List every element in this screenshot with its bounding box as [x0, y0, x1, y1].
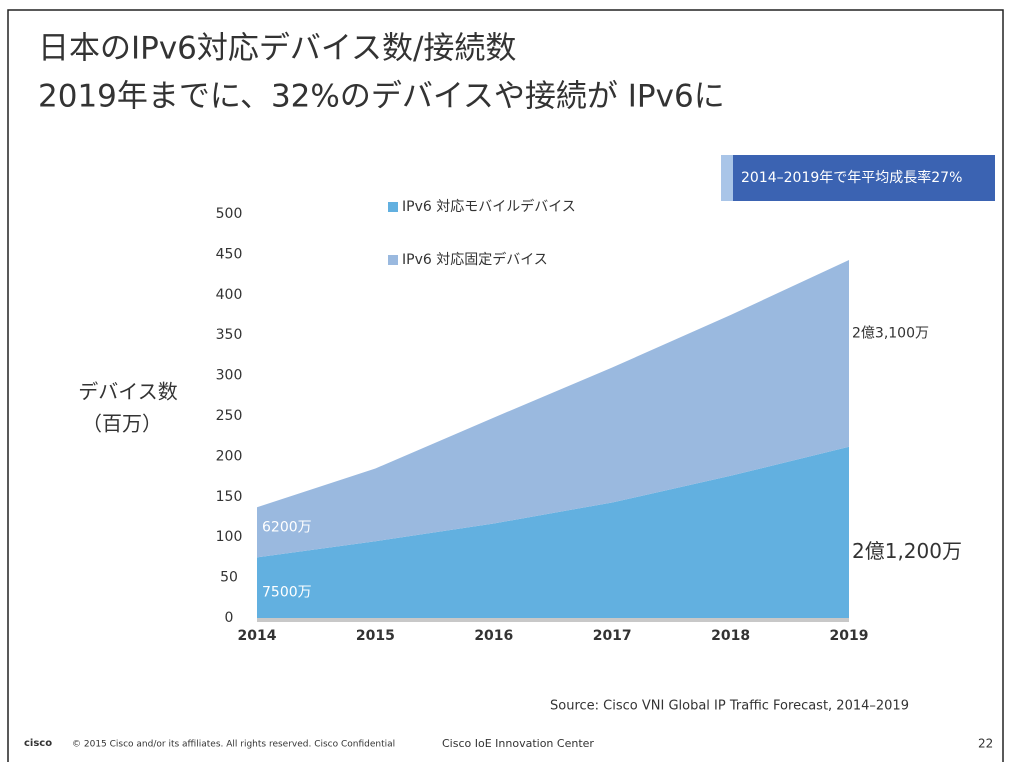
- legend-label: IPv6 対応固定デバイス: [402, 251, 548, 268]
- y-tick-label: 150: [216, 489, 243, 505]
- area: [257, 446, 849, 618]
- x-tick-label: 2014: [238, 628, 277, 644]
- x-tick-label: 2017: [593, 628, 632, 644]
- value-label: 7500万: [262, 585, 312, 601]
- y-tick-label: 200: [216, 448, 243, 464]
- cisco-logo: cisco: [24, 738, 52, 749]
- y-tick-label: 300: [216, 368, 243, 384]
- page-number: 22: [978, 737, 993, 751]
- legend-label: IPv6 対応モバイルデバイス: [402, 198, 576, 215]
- y-tick-label: 500: [216, 206, 243, 222]
- y-axis-label: （百万）: [82, 412, 162, 436]
- value-label: 2億1,200万: [852, 539, 962, 563]
- callout-box: [733, 155, 995, 201]
- x-tick-label: 2015: [356, 628, 395, 644]
- y-tick-label: 50: [220, 570, 238, 586]
- callout-text: 2014–2019年で年平均成長率27%: [741, 169, 962, 186]
- callout-strip: [721, 155, 733, 201]
- x-tick-label: 2018: [711, 628, 750, 644]
- y-tick-label: 400: [216, 287, 243, 303]
- x-axis: [257, 618, 849, 622]
- y-tick-label: 450: [216, 246, 243, 262]
- value-label: 6200万: [262, 519, 312, 535]
- footer-center: Cisco IoE Innovation Center: [442, 737, 594, 750]
- x-tick-label: 2016: [474, 628, 513, 644]
- title: 日本のIPv6対応デバイス数/接続数: [38, 31, 516, 67]
- copyright: © 2015 Cisco and/or its affiliates. All …: [72, 740, 395, 750]
- y-tick-label: 0: [225, 610, 234, 626]
- legend-swatch: [388, 202, 398, 212]
- value-label: 2億3,100万: [852, 325, 929, 341]
- y-tick-label: 100: [216, 529, 243, 545]
- area: [257, 260, 849, 558]
- y-axis-label: デバイス数: [78, 380, 177, 404]
- y-tick-label: 350: [216, 327, 243, 343]
- source: Source: Cisco VNI Global IP Traffic Fore…: [550, 699, 909, 714]
- x-tick-label: 2019: [830, 628, 869, 644]
- legend-swatch: [388, 255, 398, 265]
- y-tick-label: 250: [216, 408, 243, 424]
- title: 2019年までに、32%のデバイスや接続が IPv6に: [38, 79, 725, 115]
